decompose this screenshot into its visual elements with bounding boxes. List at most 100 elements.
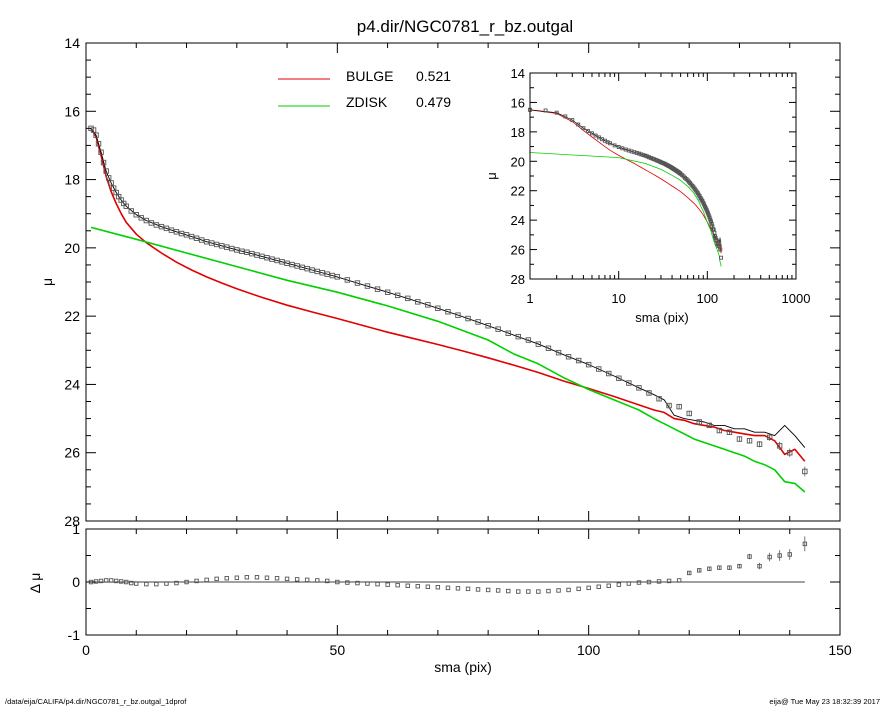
residual-x-tick-label: 50 [330, 642, 346, 658]
observed-point [545, 345, 552, 351]
chart-title: p4.dir/NGC0781_r_bz.outgal [357, 17, 573, 36]
observed-point [158, 223, 165, 230]
observed-point [324, 271, 330, 277]
inset-y-tick-label: 14 [511, 66, 525, 81]
inset-observed-point [709, 221, 714, 226]
residual-point [596, 584, 601, 589]
inset-observed-point [608, 141, 613, 146]
inset-y-tick-label: 16 [511, 95, 525, 110]
main-y-axis-label: μ [39, 278, 55, 286]
inset-y-tick-label: 18 [511, 125, 525, 140]
inset-data-layer [528, 107, 724, 267]
inset-y-tick-label: 28 [511, 272, 525, 287]
residual-point [787, 552, 792, 557]
residual-point [93, 579, 99, 584]
observed-point [666, 402, 672, 409]
residual-y-tick-label: 1 [72, 521, 80, 537]
residual-point [646, 579, 652, 585]
residual-point [666, 578, 672, 584]
residual-point [536, 589, 541, 594]
observed-point [304, 265, 310, 272]
observed-point [656, 396, 662, 402]
observed-point [319, 270, 325, 276]
observed-point [646, 390, 652, 396]
observed-point [696, 419, 702, 425]
observed-point [163, 225, 170, 232]
inset-observed-point [576, 122, 581, 127]
residual-point [626, 581, 632, 586]
observed-point [244, 249, 250, 255]
footer-file-path: /data/eija/CALIFA/p4.dir/NGC0781_r_bz.ou… [5, 697, 187, 706]
observed-point [168, 227, 175, 233]
inset-observed-point [612, 143, 617, 148]
residual-point [164, 581, 169, 586]
observed-point [706, 422, 713, 429]
residual-point [586, 585, 591, 591]
observed-point [178, 230, 185, 237]
inset-observed-point [712, 230, 717, 235]
observed-point [565, 354, 572, 360]
residual-point [767, 554, 772, 560]
observed-point [254, 252, 260, 258]
observed-point [606, 370, 612, 377]
observed-point [445, 309, 451, 315]
observed-point [596, 366, 602, 372]
residual-point [234, 575, 240, 580]
zdisk-model-line [90, 226, 806, 493]
observed-point [309, 267, 315, 273]
inset-zdisk-line [529, 152, 722, 267]
observed-point [259, 253, 265, 260]
residual-point [385, 582, 390, 587]
observed-point [198, 237, 205, 243]
observed-point [364, 283, 371, 289]
inset-observed-point [637, 151, 642, 156]
residual-y-tick-label: 0 [72, 574, 80, 590]
observed-point [716, 427, 723, 434]
residual-point [174, 580, 179, 586]
observed-point [676, 403, 682, 410]
inset-observed-point [707, 215, 712, 220]
observed-point [334, 274, 341, 280]
inset-observed-point [717, 241, 722, 245]
observed-point [279, 259, 285, 265]
observed-point [802, 468, 808, 475]
residual-y-tick-label: -1 [68, 627, 81, 643]
residual-point [98, 578, 104, 584]
observed-point [100, 159, 107, 166]
residual-point [355, 580, 360, 586]
observed-point [394, 292, 401, 299]
footer-timestamp: eija@ Tue May 23 18:32:39 2017 [769, 697, 880, 706]
residual-point [546, 588, 551, 594]
inset-x-axis-label: sma (pix) [635, 310, 688, 325]
main-panel: 14 16 18 20 22 24 26 28 μ BULGE 0.521 ZDISK 0.4… [39, 35, 841, 529]
residual-point [184, 579, 189, 585]
residual-point [365, 581, 370, 586]
inset-observed-point [639, 152, 644, 157]
inset-y-tick-label: 24 [511, 213, 525, 228]
inset-y-tick-label: 20 [511, 154, 525, 169]
residual-point [455, 586, 461, 591]
observed-point [405, 295, 411, 302]
main-y-tick-label: 20 [64, 240, 80, 256]
observed-point [153, 222, 160, 228]
observed-point [128, 208, 134, 214]
residual-point [425, 584, 431, 589]
inset-observed-point [714, 238, 719, 242]
inset-x-tick-label: 100 [696, 291, 718, 306]
main-axis-ticks: 14 16 18 20 22 24 26 28 [64, 35, 841, 529]
residual-point [304, 577, 310, 583]
residual-point [325, 578, 330, 584]
residual-point [485, 587, 491, 593]
observed-point [284, 260, 290, 266]
observed-point [93, 132, 99, 138]
residual-point [415, 584, 420, 589]
observed-point [525, 337, 532, 343]
observed-point [384, 289, 391, 295]
residual-point [676, 578, 682, 583]
observed-point [103, 168, 109, 174]
residual-point [224, 576, 229, 581]
observed-point [133, 212, 139, 218]
inset-panel: 14 16 18 20 22 24 26 281 10 100 1000 μ sma (pix) [484, 66, 810, 325]
residual-point [475, 587, 481, 592]
residual-point [747, 554, 752, 559]
